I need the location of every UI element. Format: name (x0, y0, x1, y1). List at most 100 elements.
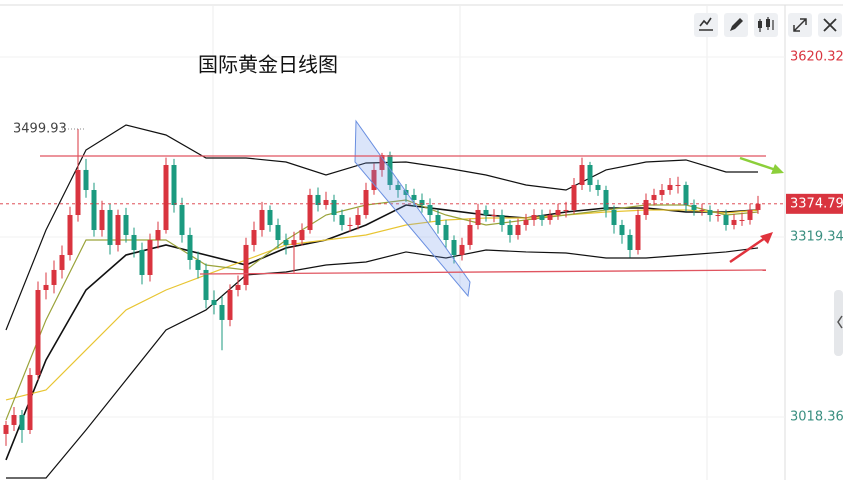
arrow-head (771, 164, 784, 174)
candle-body (211, 299, 217, 306)
arrow-down (739, 156, 777, 172)
candle-body (475, 209, 481, 225)
candle-body (691, 205, 697, 210)
candle-body (499, 215, 505, 225)
candle-body (43, 284, 49, 290)
candle-body (35, 289, 41, 375)
candle-body (675, 184, 681, 186)
max-label: 3499.93 (13, 121, 67, 136)
arrow-up (729, 236, 766, 264)
candle-body (371, 169, 377, 191)
tool-button[interactable] (694, 13, 718, 37)
candle-body (219, 305, 225, 320)
candle-body (75, 169, 81, 216)
candle-body (315, 194, 321, 206)
candle-body (91, 190, 97, 231)
candle-body (283, 240, 289, 245)
y-tick-label: 3018.36 (790, 409, 843, 424)
candle-body (339, 215, 345, 225)
last-price-box (786, 193, 843, 214)
candle-body (267, 209, 273, 225)
candle-body (187, 234, 193, 260)
candle-body (451, 240, 457, 256)
candle-body (299, 230, 305, 240)
plot (0, 56, 785, 479)
candle-body (579, 165, 585, 185)
overlay-line (6, 247, 759, 479)
candle-body (395, 184, 401, 191)
candle-body (683, 184, 689, 206)
candle-body (179, 205, 185, 235)
candle-body (723, 215, 729, 225)
support-line (199, 269, 767, 275)
last-price-label: 3374.79 (790, 196, 843, 211)
candle-body (539, 215, 545, 220)
candle-body (547, 215, 553, 220)
candle-body (443, 224, 449, 240)
candle-body (659, 190, 665, 195)
candle-body (387, 155, 393, 185)
candle-body (731, 219, 737, 225)
tool-icon (758, 21, 762, 28)
candle-body (531, 215, 537, 220)
candle-body (67, 215, 73, 256)
candle-body (611, 209, 617, 225)
side-tab-icon (837, 315, 843, 329)
overlay-line (5, 204, 759, 461)
candle-body (643, 199, 649, 216)
candle-body (275, 224, 281, 240)
candle-body (667, 184, 673, 191)
candle-body (515, 224, 521, 235)
candle-body (147, 240, 153, 275)
tool-icon (793, 18, 807, 32)
candle-body (115, 215, 121, 245)
candle-body (755, 203, 761, 210)
candle-body (99, 209, 105, 231)
channel (354, 119, 471, 298)
arrow-head (760, 232, 773, 244)
toolbar (694, 13, 842, 37)
candle-body (203, 269, 209, 300)
candle-body (355, 215, 361, 225)
candle-body (259, 209, 265, 231)
candle-body (603, 190, 609, 210)
candle-body (171, 165, 177, 206)
candle-body (635, 215, 641, 250)
candle-body (19, 414, 25, 431)
candle-body (379, 155, 385, 170)
candle-body (483, 209, 489, 216)
tool-icon (823, 18, 837, 32)
candle-body (195, 259, 201, 270)
candle-body (411, 194, 417, 200)
candle-body (11, 414, 17, 425)
candle-body (227, 289, 233, 320)
candle-body (323, 199, 329, 206)
candle-body (83, 169, 89, 191)
candle-body (131, 234, 137, 250)
candle-body (403, 190, 409, 195)
candle-body (51, 269, 57, 285)
candle-body (123, 215, 129, 235)
candle-body (739, 219, 745, 221)
overlay-line (5, 209, 759, 401)
candle-body (347, 224, 353, 226)
candle-body (459, 244, 465, 256)
candle-body (307, 194, 313, 231)
candle-body (235, 284, 241, 290)
candle-body (699, 209, 705, 211)
candle-body (163, 165, 169, 231)
candle-body (363, 190, 369, 216)
candle-body (3, 424, 9, 434)
candle-body (107, 209, 113, 245)
candle-body (27, 374, 33, 431)
candle-body (507, 224, 513, 235)
candle-body (571, 184, 577, 210)
candle-body (563, 209, 569, 211)
candle-body (595, 184, 601, 191)
candle-body (707, 209, 713, 216)
candle-body (419, 199, 425, 206)
candle-body (243, 244, 249, 285)
overlay-line (5, 124, 758, 331)
candle-body (555, 209, 561, 216)
